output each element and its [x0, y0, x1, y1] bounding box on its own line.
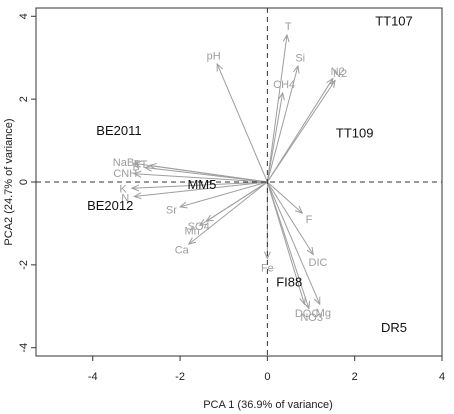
loading-label-mg: Mg: [316, 307, 331, 319]
loading-label-sr: Sr: [166, 204, 177, 216]
loading-arrows: [132, 35, 335, 308]
loading-arrow-n2: [266, 81, 335, 183]
loading-label-tt: TT: [134, 159, 148, 171]
loading-arrow-mn: [200, 181, 268, 226]
loading-arrow-ca: [189, 181, 268, 244]
loading-label-f: F: [306, 214, 313, 226]
loading-label-fe: Fe: [261, 263, 274, 275]
loading-label-dic: DIC: [309, 257, 328, 269]
sample-label-mm5: MM5: [187, 177, 216, 192]
loading-label-ch4: CH4: [273, 79, 295, 91]
loading-arrow-t: [266, 35, 287, 183]
sample-label-be2011: BE2011: [96, 123, 141, 138]
loading-arrow-no3: [266, 181, 308, 308]
loading-arrow-f: [267, 181, 302, 213]
loading-label-mn: Mn: [184, 225, 199, 237]
x-tick-label: 4: [439, 371, 445, 383]
loading-arrow-k: [132, 181, 268, 188]
y-tick-label: 4: [18, 13, 30, 19]
loading-labels: TSiN2N2CH4pHTTNaBrBCNHKNSrSO4MnCaFDICFeD…: [113, 21, 347, 324]
sample-label-tt109: TT109: [336, 125, 374, 140]
loading-label-cnh: CNH: [113, 168, 137, 180]
y-tick-label: 0: [18, 179, 30, 185]
loading-label-ca: Ca: [175, 245, 190, 257]
loading-arrow-ch4: [266, 93, 282, 183]
loading-label-no3: NO3: [300, 312, 323, 324]
y-axis-title: PCA2 (24.7% of variance): [3, 118, 15, 245]
sample-label-dr5: DR5: [381, 320, 407, 335]
loading-arrow-dic: [266, 181, 313, 255]
loading-label-so4: SO4: [188, 221, 210, 233]
plot-frame: [35, 7, 443, 357]
x-tick-label: 2: [352, 371, 358, 383]
loading-arrow-ph: [217, 64, 268, 183]
loading-label-doc: DOC: [295, 308, 320, 320]
x-tick-label: -4: [88, 371, 98, 383]
loading-label-n2: N2: [331, 66, 345, 78]
loading-arrow-cnh: [134, 174, 268, 183]
loading-arrow-mg: [266, 181, 319, 304]
axes: -4 -2 0 2 4 -4 -2 0 2 4: [18, 13, 445, 383]
loading-label-nabr: NaBr: [113, 157, 138, 169]
loading-arrow-b: [145, 168, 268, 183]
y-tick-label: -4: [18, 343, 30, 353]
loading-label-n: N: [121, 192, 129, 204]
reference-lines: [36, 8, 442, 356]
loading-label-k: K: [119, 184, 127, 196]
loading-arrow-n: [134, 181, 268, 197]
sample-label-be2012: BE2012: [87, 198, 133, 213]
sample-label-tt107: TT107: [375, 13, 413, 28]
x-tick-label: 0: [264, 371, 270, 383]
loading-label-t: T: [285, 21, 292, 33]
sample-label-fi88: FI88: [276, 274, 302, 289]
sample-labels: TT107 TT109 BE2011 BE2012 MM5 FI88 DR5: [87, 13, 413, 335]
x-axis-title: PCA 1 (36.9% of variance): [203, 399, 333, 411]
loading-label-b: B: [133, 161, 140, 173]
x-tick-label: -2: [175, 371, 185, 383]
loading-arrow-si: [266, 66, 298, 183]
y-tick-label: -2: [18, 260, 30, 270]
y-tick-label: 2: [18, 96, 30, 102]
loading-label-ph: pH: [207, 51, 221, 63]
loading-label-si: Si: [295, 52, 305, 64]
loading-label-n2: N2: [333, 68, 347, 80]
loading-arrow-sr: [180, 181, 268, 207]
